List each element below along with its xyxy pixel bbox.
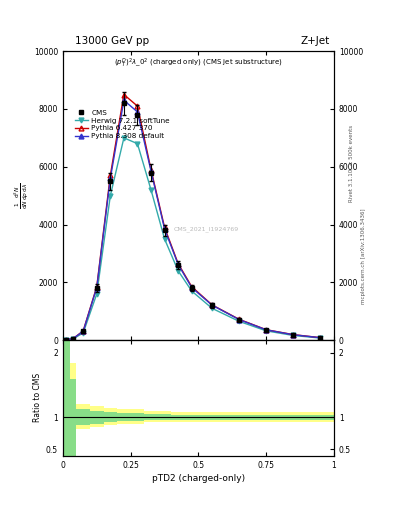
Herwig 7.2.1 softTune xyxy=(71,336,75,342)
Herwig 7.2.1 softTune xyxy=(121,135,126,141)
Y-axis label: $\frac{1}{\mathrm{d}N}\frac{\mathrm{d}^2N}{\mathrm{d}p\,\mathrm{d}\lambda}$: $\frac{1}{\mathrm{d}N}\frac{\mathrm{d}^2… xyxy=(12,182,29,209)
Pythia 8.308 default xyxy=(189,285,194,291)
Pythia 6.427 370 xyxy=(237,316,241,323)
Pythia 6.427 370 xyxy=(121,92,126,98)
Pythia 8.308 default xyxy=(108,175,113,181)
Herwig 7.2.1 softTune xyxy=(176,268,180,274)
Y-axis label: Ratio to CMS: Ratio to CMS xyxy=(33,373,42,422)
Pythia 8.308 default xyxy=(121,97,126,103)
Herwig 7.2.1 softTune xyxy=(237,318,241,325)
Pythia 8.308 default xyxy=(94,285,99,291)
Herwig 7.2.1 softTune xyxy=(81,330,86,336)
Pythia 6.427 370 xyxy=(264,327,269,333)
Pythia 8.308 default xyxy=(135,109,140,115)
Legend: CMS, Herwig 7.2.1 softTune, Pythia 6.427 370, Pythia 8.308 default: CMS, Herwig 7.2.1 softTune, Pythia 6.427… xyxy=(72,107,173,142)
Pythia 8.308 default xyxy=(71,335,75,342)
Herwig 7.2.1 softTune xyxy=(135,141,140,147)
Pythia 6.427 370 xyxy=(64,336,69,343)
Pythia 6.427 370 xyxy=(94,284,99,290)
Herwig 7.2.1 softTune xyxy=(318,335,323,341)
Text: mcplots.cern.ch [arXiv:1306.3436]: mcplots.cern.ch [arXiv:1306.3436] xyxy=(361,208,366,304)
Pythia 6.427 370 xyxy=(176,261,180,267)
Line: Pythia 8.308 default: Pythia 8.308 default xyxy=(64,98,323,342)
Herwig 7.2.1 softTune xyxy=(291,332,296,338)
Pythia 6.427 370 xyxy=(162,224,167,230)
Pythia 6.427 370 xyxy=(149,166,153,173)
Herwig 7.2.1 softTune xyxy=(210,305,215,311)
Text: Z+Jet: Z+Jet xyxy=(301,35,330,46)
Pythia 6.427 370 xyxy=(291,332,296,338)
Pythia 6.427 370 xyxy=(81,328,86,334)
Pythia 6.427 370 xyxy=(210,302,215,308)
Pythia 8.308 default xyxy=(291,332,296,338)
Text: $(p_T^D)^2\lambda\_0^2$ (charged only) (CMS jet substructure): $(p_T^D)^2\lambda\_0^2$ (charged only) (… xyxy=(114,57,283,70)
Pythia 8.308 default xyxy=(210,302,215,308)
Pythia 8.308 default xyxy=(264,327,269,333)
Pythia 8.308 default xyxy=(149,168,153,174)
Text: CMS_2021_I1924769: CMS_2021_I1924769 xyxy=(174,226,239,232)
Pythia 8.308 default xyxy=(176,261,180,267)
Pythia 6.427 370 xyxy=(318,334,323,340)
Herwig 7.2.1 softTune xyxy=(264,328,269,334)
Pythia 8.308 default xyxy=(237,316,241,323)
Herwig 7.2.1 softTune xyxy=(108,193,113,199)
Herwig 7.2.1 softTune xyxy=(149,187,153,193)
Pythia 8.308 default xyxy=(318,335,323,341)
Line: Herwig 7.2.1 softTune: Herwig 7.2.1 softTune xyxy=(64,136,323,342)
Pythia 6.427 370 xyxy=(71,335,75,342)
Herwig 7.2.1 softTune xyxy=(162,236,167,242)
Pythia 6.427 370 xyxy=(108,173,113,179)
Pythia 6.427 370 xyxy=(189,284,194,290)
Pythia 6.427 370 xyxy=(135,103,140,109)
Pythia 8.308 default xyxy=(64,336,69,343)
X-axis label: pTD2 (charged-only): pTD2 (charged-only) xyxy=(152,474,245,483)
Pythia 8.308 default xyxy=(81,328,86,334)
Text: 13000 GeV pp: 13000 GeV pp xyxy=(75,35,149,46)
Herwig 7.2.1 softTune xyxy=(64,336,69,343)
Pythia 8.308 default xyxy=(162,226,167,232)
Line: Pythia 6.427 370: Pythia 6.427 370 xyxy=(64,92,323,342)
Herwig 7.2.1 softTune xyxy=(94,291,99,297)
Text: Rivet 3.1.10, ≥ 500k events: Rivet 3.1.10, ≥ 500k events xyxy=(349,125,354,202)
Herwig 7.2.1 softTune xyxy=(189,288,194,294)
